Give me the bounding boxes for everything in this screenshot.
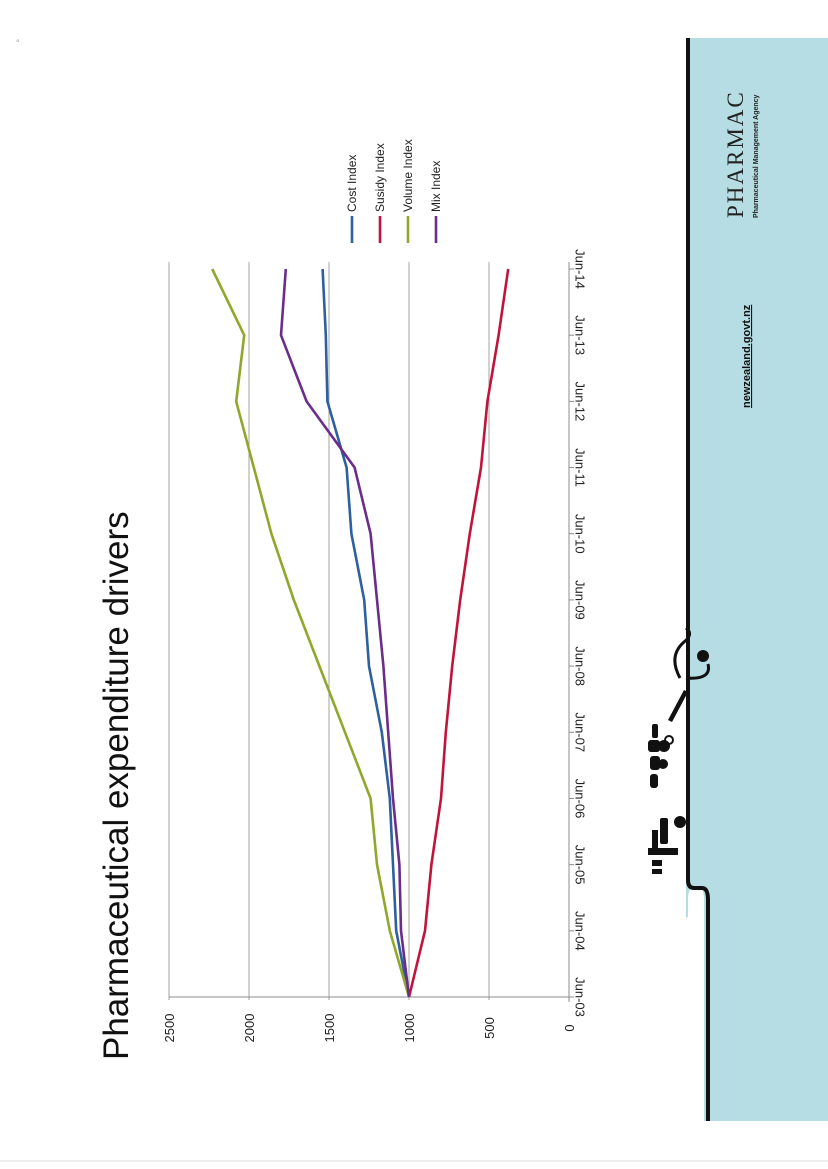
stethoscope-tube-icon <box>685 663 711 680</box>
category-axis-labels: Jun-03 Jun-04 Jun-05 Jun-06 Jun-07 Jun-08 Jun-… <box>569 249 588 1017</box>
value-tick-label: 2500 <box>162 1014 177 1043</box>
value-tick-label: 500 <box>482 1017 497 1039</box>
value-tick-label: 2000 <box>242 1014 257 1043</box>
chart-title: Pharmaceutical expenditure drivers <box>97 511 136 1060</box>
scan-mark: ° <box>16 38 20 48</box>
person-head-icon <box>674 816 686 828</box>
pharmac-logo-subtitle: Pharmaceutical Management Agency <box>753 94 760 218</box>
cane-icon <box>668 690 688 722</box>
medicine-bottle-label <box>650 866 664 869</box>
value-tick-label: 1000 <box>402 1014 417 1043</box>
category-tick-label: Jun-04 <box>573 911 588 951</box>
series-line-mix-index <box>279 268 411 998</box>
panel-background <box>686 38 828 1121</box>
child-figure-icon <box>652 724 658 738</box>
value-tick-label: 0 <box>562 1024 577 1031</box>
axes <box>169 262 573 1002</box>
pharmac-logo-text: PHARMAC <box>723 90 748 218</box>
legend-label: Volume Index <box>401 139 415 212</box>
person-figure-icon <box>660 818 668 844</box>
person-head-icon <box>658 759 668 769</box>
legend-label: Susidy Index <box>373 143 387 212</box>
illustration-figures <box>648 626 711 874</box>
person-figure-icon <box>650 774 658 788</box>
category-tick-label: Jun-07 <box>573 712 588 752</box>
person-figure-icon <box>650 756 660 770</box>
gridlines <box>168 262 490 1000</box>
series-line-volume-index <box>211 268 411 998</box>
category-tick-label: Jun-08 <box>573 646 588 686</box>
pharmacy-shelf-post <box>652 830 658 850</box>
category-tick-label: Jun-03 <box>573 977 588 1017</box>
person-figure-icon <box>648 740 660 752</box>
value-tick-label: 1500 <box>322 1014 337 1043</box>
legend-label: Cost Index <box>345 155 359 212</box>
stethoscope-chest-icon <box>697 650 709 662</box>
category-tick-label: Jun-14 <box>573 249 588 289</box>
category-tick-label: Jun-11 <box>573 448 588 487</box>
category-tick-label: Jun-10 <box>573 514 588 554</box>
category-tick-label: Jun-05 <box>573 845 588 885</box>
website-link[interactable]: newzealand.govt.nz <box>741 304 753 408</box>
value-axis-labels: 0 500 1000 1500 2000 2500 <box>162 1014 577 1043</box>
category-tick-label: Jun-09 <box>573 580 588 620</box>
panel-edge-line <box>686 38 710 1121</box>
person-head-icon <box>658 740 670 752</box>
series-line-susidy-index <box>407 268 510 998</box>
branding-panel: newzealand.govt.nz PHARMAC Pharmaceutica… <box>648 38 828 1121</box>
category-tick-label: Jun-13 <box>573 315 588 355</box>
category-tick-label: Jun-06 <box>573 779 588 819</box>
wheel-icon <box>664 735 674 745</box>
series-lines <box>211 268 510 998</box>
legend: Cost Index Susidy Index Volume Index Mix In… <box>345 139 443 243</box>
category-tick-label: Jun-12 <box>573 381 588 421</box>
legend-label: Mix Index <box>429 161 443 212</box>
pharmacy-shelf <box>648 848 678 855</box>
stethoscope-icon <box>673 626 691 679</box>
series-line-cost-index <box>321 268 411 998</box>
